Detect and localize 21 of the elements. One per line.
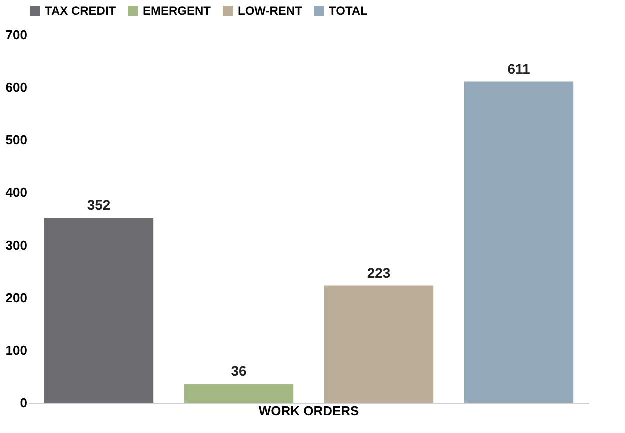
y-tick-label: 200 [6, 290, 28, 306]
data-label: 352 [87, 196, 111, 213]
legend-label: LOW-RENT [238, 4, 304, 18]
y-tick-label: 500 [6, 132, 28, 148]
bar [184, 384, 294, 403]
y-tick-label: 100 [6, 342, 28, 358]
legend-label: TAX CREDIT [45, 4, 117, 18]
bar [464, 82, 574, 403]
x-tick-label: WORK ORDERS [258, 404, 360, 418]
bar [324, 286, 434, 403]
y-tick-label: 400 [6, 185, 28, 200]
data-label: 36 [231, 363, 247, 380]
legend-label: EMERGENT [143, 4, 212, 18]
data-label: 223 [367, 264, 391, 281]
y-tick-label: 300 [6, 238, 28, 253]
bar [44, 218, 154, 403]
y-tick-label: 600 [6, 80, 28, 96]
y-tick-label: 700 [6, 28, 28, 42]
data-label: 611 [508, 60, 531, 77]
y-tick-label: 0 [20, 396, 28, 410]
legend-label: TOTAL [329, 4, 368, 18]
